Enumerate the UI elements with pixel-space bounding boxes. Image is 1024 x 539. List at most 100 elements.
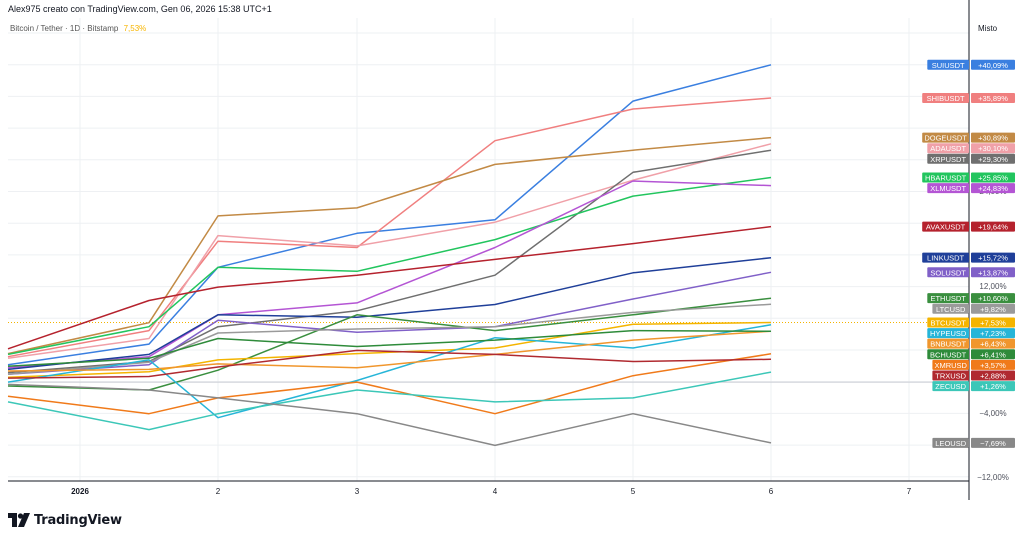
- series-value-tag-btcusdt: +7,53%: [980, 318, 1006, 327]
- series-name-tag-bchusdt: BCHUSDT: [930, 350, 967, 359]
- series-name-tag-bg: [927, 293, 969, 304]
- series-name-tag-bg: [927, 338, 969, 349]
- series-name-tag-bg: [927, 317, 969, 328]
- series-name-tag-leousd: LEOUSD: [935, 439, 966, 448]
- x-tick-label: 6: [769, 487, 774, 496]
- series-name-tag-bg: [927, 267, 969, 278]
- series-name-tag-shibusdt: SHIBUSDT: [927, 94, 965, 103]
- series-name-tag-solusdt: SOLUSDT: [930, 268, 966, 277]
- series-name-tag-bg: [927, 349, 969, 360]
- series-value-tag-trxusd: +2,88%: [980, 371, 1006, 380]
- series-name-tag-bnbusdt: BNBUSDT: [930, 340, 966, 349]
- axes: 202623456728,00%24,00%12,00%−4,00%−12,00…: [8, 0, 1009, 500]
- series-value-tag-bg: [971, 370, 1015, 381]
- scale-mode-label[interactable]: Misto: [978, 24, 998, 33]
- series-name-tag-xrpusdt: XRPUSDT: [930, 155, 966, 164]
- series-line-hypeusd: [7, 324, 772, 419]
- series-name-tag-trxusd: TRXUSD: [935, 371, 966, 380]
- series-name-tag-suiusdt: SUIUSDT: [932, 61, 965, 70]
- series-value-tag-bg: [971, 59, 1015, 70]
- series-value-tag-bnbusdt: +6,43%: [980, 340, 1006, 349]
- series-name-tag-bg: [922, 132, 969, 143]
- series-name-tag-bg: [932, 381, 969, 392]
- series-line-ltcusd: [7, 303, 772, 375]
- series-name-tag-hypeusd: HYPEUSD: [930, 329, 967, 338]
- series-name-tag-xlmusdt: XLMUSDT: [930, 184, 966, 193]
- series-value-tag-bg: [971, 267, 1015, 278]
- grid: [8, 18, 969, 481]
- series-value-tag-bg: [971, 183, 1015, 194]
- tradingview-logo[interactable]: TradingView: [8, 510, 122, 530]
- y-tick-label: −4,00%: [979, 409, 1006, 418]
- series-value-tag-bg: [971, 172, 1015, 183]
- series-value-tag-bg: [971, 93, 1015, 104]
- series-line-suiusdt: [7, 64, 772, 366]
- symbol-change: 7,53%: [123, 24, 147, 33]
- series-name-tag-bg: [922, 172, 969, 183]
- series-line-leousd: [7, 383, 772, 447]
- series-value-tag-avaxusdt: +19,64%: [978, 223, 1008, 232]
- series-value-tag-xlmusdt: +24,83%: [978, 184, 1008, 193]
- series-value-tag-suiusdt: +40,09%: [978, 61, 1008, 70]
- series-name-tag-bg: [932, 303, 969, 314]
- series-line-hbarusdt: [7, 176, 772, 356]
- series-name-tag-btcusdt: BTCUSDT: [930, 318, 966, 327]
- series-name-tag-linkusdt: LINKUSDT: [927, 254, 965, 263]
- series-value-tag-hbarusdt: +25,85%: [978, 173, 1008, 182]
- series-line-bchusdt: [7, 329, 772, 367]
- series-line-dogeusdt: [7, 136, 772, 355]
- series-value-tag-bg: [971, 252, 1015, 263]
- series-value-tag-xrpusdt: +29,30%: [978, 155, 1008, 164]
- series-value-tag-leousd: −7,69%: [980, 439, 1006, 448]
- series-value-tag-bg: [971, 349, 1015, 360]
- series-line-xmrusd: [7, 353, 772, 415]
- series-name-tag-avaxusdt: AVAXUSDT: [926, 223, 966, 232]
- series-line-solusdt: [7, 271, 772, 375]
- series-name-tag-hbarusdt: HBARUSDT: [925, 173, 967, 182]
- series-name-tag-bg: [927, 183, 969, 194]
- x-tick-label: 5: [631, 487, 636, 496]
- series-value-tag-bg: [971, 328, 1015, 339]
- series-line-zecusd: [7, 371, 772, 431]
- series-value-tag-bg: [971, 437, 1015, 448]
- series-value-tag-zecusd: +1,26%: [980, 382, 1006, 391]
- series-value-tag-bg: [971, 381, 1015, 392]
- series-name-tag-bg: [932, 370, 969, 381]
- series-value-tag-bg: [971, 293, 1015, 304]
- series-value-tag-linkusdt: +15,72%: [978, 254, 1008, 263]
- x-tick-label: 4: [493, 487, 498, 496]
- y-tick-label: −12,00%: [977, 473, 1009, 482]
- series-value-tag-adausdt: +30,10%: [978, 144, 1008, 153]
- chart-header: Alex975 creato con TradingView.com, Gen …: [8, 4, 272, 14]
- series-value-tag-bg: [971, 143, 1015, 154]
- series-line-xlmusdt: [7, 180, 772, 369]
- series-value-tag-ltcusd: +9,82%: [980, 305, 1006, 314]
- series-name-tag-bg: [922, 93, 969, 104]
- x-tick-label: 7: [907, 487, 912, 496]
- series-line-avaxusdt: [7, 225, 772, 350]
- series-name-tag-bg: [927, 143, 969, 154]
- series-line-adausdt: [7, 143, 772, 360]
- x-tick-label: 2: [216, 487, 221, 496]
- series-value-tag-hypeusd: +7,23%: [980, 329, 1006, 338]
- series-value-tag-dogeusdt: +30,89%: [978, 134, 1008, 143]
- series-value-tag-bg: [971, 317, 1015, 328]
- series-value-tag-bg: [971, 338, 1015, 349]
- series-name-tag-adausdt: ADAUSDT: [930, 144, 966, 153]
- series-name-tag-zecusd: ZECUSD: [935, 382, 966, 391]
- series-name-tag-xmrusd: XMRUSD: [934, 361, 967, 370]
- series-name-tag-bg: [922, 252, 969, 263]
- series-name-tag-bg: [927, 328, 969, 339]
- series-labels: SUIUSDT +40,09% SHIBUSDT +35,89% DOGEUSDT +30…: [922, 59, 1015, 448]
- series-name-tag-ethusdt: ETHUSDT: [930, 294, 966, 303]
- series-value-tag-ethusdt: +10,60%: [978, 294, 1008, 303]
- series-line-linkusdt: [7, 256, 772, 371]
- series-value-tag-bg: [971, 153, 1015, 164]
- series-value-tag-solusdt: +13,87%: [978, 268, 1008, 277]
- symbol-legend[interactable]: Bitcoin / Tether · 1D · Bitstamp 7,53%: [10, 24, 146, 33]
- series-name-tag-bg: [927, 153, 969, 164]
- series-line-trxusd: [7, 349, 772, 379]
- series-name-tag-bg: [927, 59, 969, 70]
- series-value-tag-bg: [971, 359, 1015, 370]
